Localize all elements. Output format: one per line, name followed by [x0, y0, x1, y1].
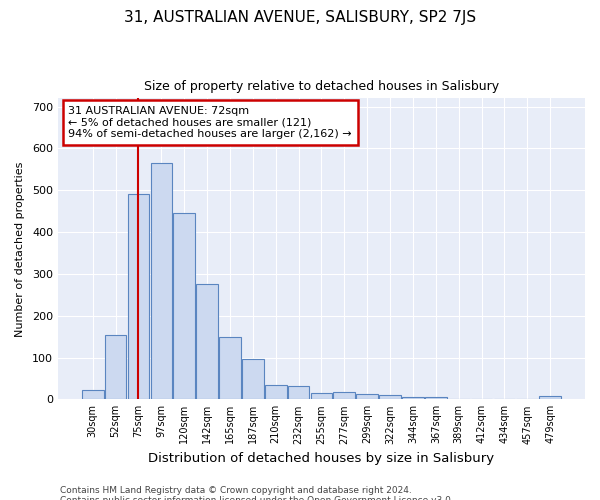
Text: Contains public sector information licensed under the Open Government Licence v3: Contains public sector information licen… [60, 496, 454, 500]
Bar [219, 338, 241, 400]
Bar [196, 284, 218, 400]
Bar [356, 394, 378, 400]
Bar [539, 396, 561, 400]
Bar [173, 214, 195, 400]
Text: 31, AUSTRALIAN AVENUE, SALISBURY, SP2 7JS: 31, AUSTRALIAN AVENUE, SALISBURY, SP2 7J… [124, 10, 476, 25]
X-axis label: Distribution of detached houses by size in Salisbury: Distribution of detached houses by size … [148, 452, 494, 465]
Bar [379, 394, 401, 400]
Bar [265, 384, 287, 400]
Title: Size of property relative to detached houses in Salisbury: Size of property relative to detached ho… [144, 80, 499, 93]
Text: Contains HM Land Registry data © Crown copyright and database right 2024.: Contains HM Land Registry data © Crown c… [60, 486, 412, 495]
Text: 31 AUSTRALIAN AVENUE: 72sqm
← 5% of detached houses are smaller (121)
94% of sem: 31 AUSTRALIAN AVENUE: 72sqm ← 5% of deta… [68, 106, 352, 139]
Bar [402, 397, 424, 400]
Bar [334, 392, 355, 400]
Bar [311, 393, 332, 400]
Bar [128, 194, 149, 400]
Bar [105, 334, 127, 400]
Bar [82, 390, 104, 400]
Bar [242, 359, 264, 400]
Bar [288, 386, 310, 400]
Bar [151, 163, 172, 400]
Y-axis label: Number of detached properties: Number of detached properties [15, 161, 25, 336]
Bar [425, 397, 446, 400]
